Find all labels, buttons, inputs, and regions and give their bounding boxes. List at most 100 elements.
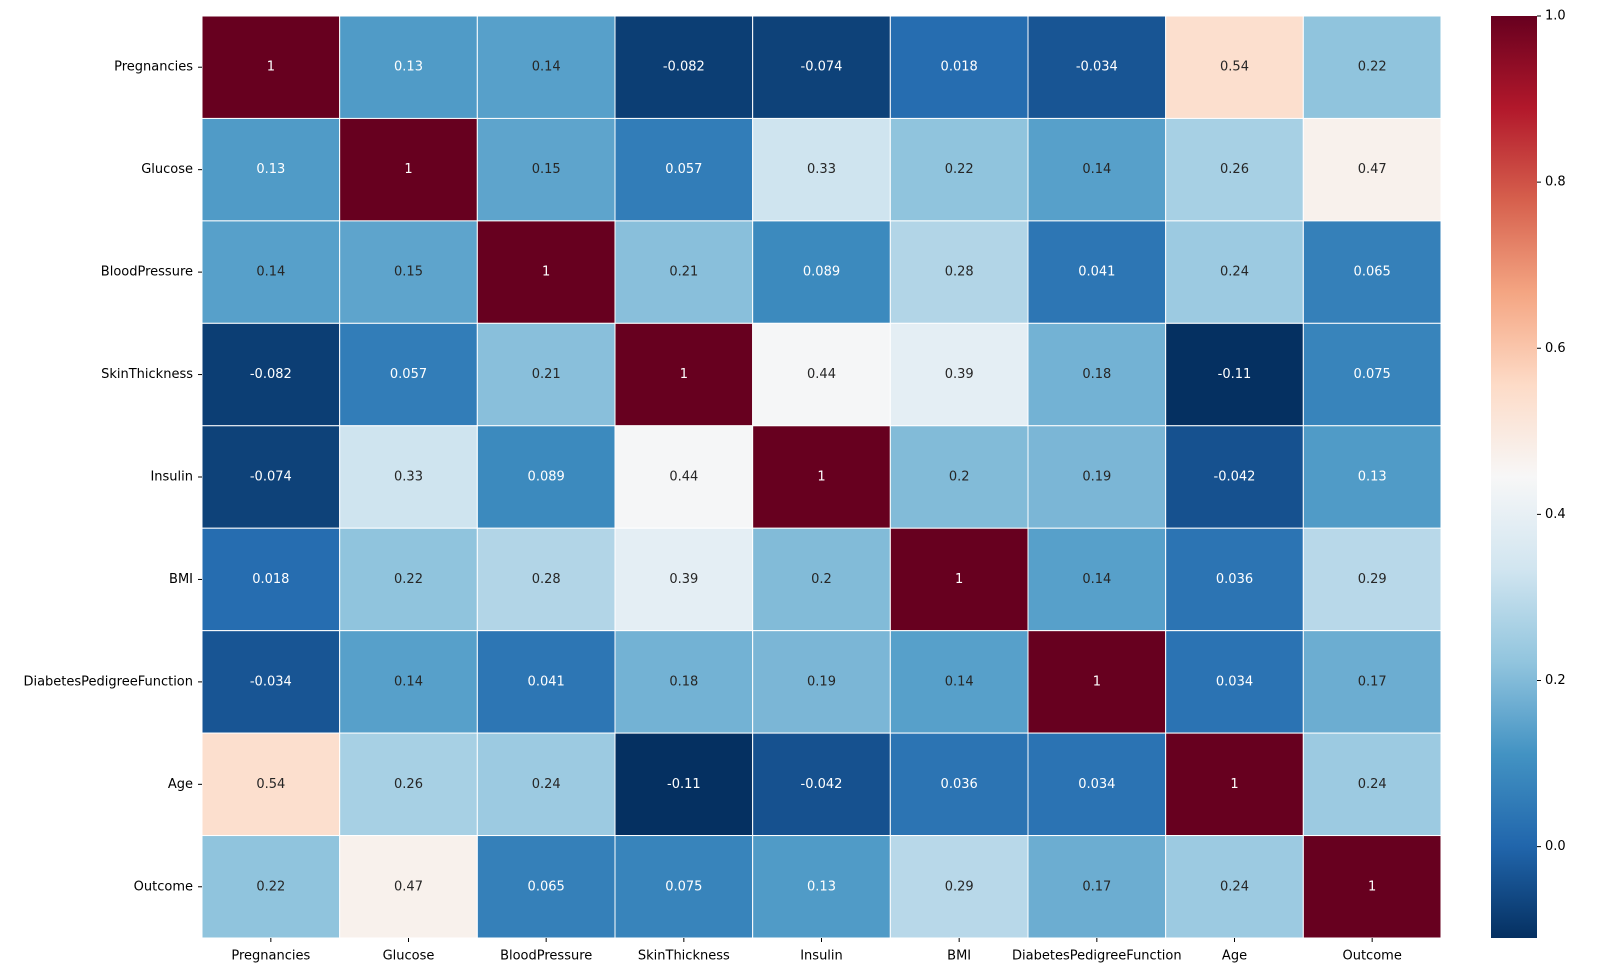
cell-value-label: 0.018: [941, 60, 978, 75]
cell-value-label: 0.22: [394, 572, 423, 587]
x-tick-label: Outcome: [1342, 949, 1401, 964]
heatmap-cell: [201, 835, 341, 939]
cell-value-label: 0.14: [945, 674, 974, 689]
heatmap-cell: [752, 630, 891, 734]
cell-value-label: 0.22: [256, 879, 285, 894]
heatmap-cell: [614, 322, 754, 427]
cell-value-label: 0.17: [1358, 674, 1387, 689]
cell-value-label: 0.089: [528, 470, 565, 485]
heatmap-cell: [476, 527, 616, 632]
heatmap-cell: [614, 220, 754, 324]
cell-value-label: 0.28: [945, 265, 974, 280]
cell-value-label: -0.074: [250, 470, 292, 485]
cell-value-label: 0.29: [945, 879, 974, 894]
cell-value-label: 0.18: [1082, 367, 1111, 382]
cell-value-label: 0.034: [1216, 674, 1253, 689]
cell-value-label: 0.065: [528, 879, 565, 894]
heatmap-cell: [476, 630, 616, 734]
cell-value-label: 1: [1230, 777, 1238, 792]
cell-value-label: 0.041: [1078, 265, 1115, 280]
cell-value-label: 0.057: [390, 367, 427, 382]
cell-value-label: 0.19: [1082, 470, 1111, 485]
cell-value-label: 0.18: [669, 674, 698, 689]
heatmap-cell: [339, 15, 478, 119]
y-tick-label: DiabetesPedigreeFunction: [23, 674, 193, 689]
heatmap-cell: [201, 220, 341, 324]
x-tick-label: Age: [1222, 949, 1247, 964]
cell-value-label: 0.47: [1358, 162, 1387, 177]
cell-value-label: 0.15: [532, 162, 561, 177]
cell-value-label: 0.21: [669, 265, 698, 280]
cell-value-label: 0.036: [1216, 572, 1253, 587]
cell-value-label: 0.13: [807, 879, 836, 894]
cell-value-label: 0.075: [665, 879, 702, 894]
cell-value-label: 1: [267, 60, 275, 75]
y-tick-label: Age: [168, 777, 193, 792]
cell-value-label: 1: [817, 470, 825, 485]
heatmap-cell: [752, 835, 891, 939]
heatmap-cell: [889, 835, 1029, 939]
heatmap-cell: [476, 220, 616, 324]
cell-value-label: -0.034: [250, 674, 292, 689]
heatmap-cell: [339, 630, 478, 734]
colorbar-tick-label: 0.4: [1545, 507, 1566, 522]
heatmap-cell: [1027, 425, 1167, 529]
cell-value-label: 0.065: [1354, 265, 1391, 280]
heatmap-cells: [201, 15, 1442, 939]
heatmap-cell: [1165, 630, 1304, 734]
heatmap-cell: [1302, 220, 1442, 324]
heatmap-cell: [889, 15, 1029, 119]
cell-value-label: 1: [1093, 674, 1101, 689]
x-axis: Pregnancies Glucose BloodPressure SkinThick…: [231, 938, 1402, 964]
heatmap-cell: [1302, 732, 1442, 837]
heatmap-cell: [889, 527, 1029, 632]
heatmap-cell: [889, 425, 1029, 529]
cell-value-label: -0.074: [801, 60, 843, 75]
cell-value-label: 0.041: [528, 674, 565, 689]
heatmap-cell: [614, 527, 754, 632]
heatmap-cell: [1165, 527, 1304, 632]
y-tick-label: BloodPressure: [101, 265, 193, 280]
heatmap-cell: [476, 15, 616, 119]
heatmap-cell: [1302, 117, 1442, 222]
colorbar-tick-label: 1.0: [1545, 9, 1566, 24]
heatmap-cell: [201, 732, 341, 837]
cell-value-label: 1: [404, 162, 412, 177]
x-tick-label: SkinThickness: [638, 949, 730, 964]
x-tick-label: DiabetesPedigreeFunction: [1012, 949, 1182, 964]
cell-value-label: 0.14: [256, 265, 285, 280]
colorbar-tick-label: 0.6: [1545, 341, 1566, 356]
heatmap-cell: [614, 732, 754, 837]
heatmap-cell: [752, 220, 891, 324]
heatmap-cell: [339, 425, 478, 529]
cell-value-label: 0.54: [256, 777, 285, 792]
heatmap-cell: [752, 117, 891, 222]
cell-value-label: 0.33: [394, 470, 423, 485]
heatmap-cell: [752, 732, 891, 837]
heatmap-cell: [889, 732, 1029, 837]
heatmap-cell: [201, 527, 341, 632]
x-tick-label: Glucose: [383, 949, 435, 964]
heatmap-cell: [752, 15, 891, 119]
cell-value-label: -0.042: [801, 777, 843, 792]
heatmap-cell: [1302, 322, 1442, 427]
heatmap-cell: [339, 220, 478, 324]
cell-value-label: 0.17: [1082, 879, 1111, 894]
heatmap-cell: [476, 835, 616, 939]
cell-value-label: 0.14: [532, 60, 561, 75]
cell-value-label: 1: [680, 367, 688, 382]
cell-value-label: 0.39: [669, 572, 698, 587]
heatmap-cell: [1302, 527, 1442, 632]
heatmap-cell: [1027, 732, 1167, 837]
cell-value-label: 1: [542, 265, 550, 280]
cell-value-label: 0.2: [949, 470, 970, 485]
heatmap-cell: [614, 117, 754, 222]
cell-value-label: 0.54: [1220, 60, 1249, 75]
cell-value-label: -0.082: [663, 60, 705, 75]
cell-value-label: 0.13: [394, 60, 423, 75]
heatmap-cell: [614, 425, 754, 529]
cell-value-label: -0.11: [1218, 367, 1252, 382]
cell-value-label: -0.042: [1214, 470, 1256, 485]
y-tick-label: Outcome: [134, 879, 193, 894]
